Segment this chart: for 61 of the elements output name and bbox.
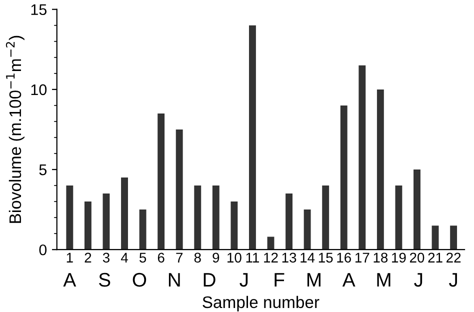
x-tick-label: 1 [66,252,73,262]
text: A [63,273,76,287]
x-tick-label: 16 [337,252,351,263]
y-tick-label: 5 [39,164,47,176]
x-tick-label: 19 [392,252,406,263]
text: O [132,272,146,287]
bar [158,113,165,250]
bar [322,186,330,250]
bar [121,178,128,250]
bar [230,202,238,250]
text: S [98,272,110,287]
x-tick-label: 5 [139,252,146,263]
bar [376,89,384,250]
bar [286,194,293,250]
x-tick-label: 10 [228,252,242,263]
x-tick-label: 22 [446,252,461,262]
x-tick-label: 14 [300,252,315,262]
bar [450,226,458,250]
bar [176,129,183,250]
text: M [307,273,320,287]
bar [139,210,146,250]
y-tick-label: 10 [31,84,47,96]
bar [66,186,74,250]
x-tick-label: 18 [374,252,388,263]
x-tick-label: 21 [428,252,442,262]
x-tick-label: 4 [120,252,128,262]
x-tick-label: 7 [176,252,183,262]
x-tick-label: 11 [246,252,260,262]
x-tick-label: 3 [102,252,110,263]
y-axis-title: Biovolume (m.100$^{−1}$m$^{−2}$) [6,36,24,223]
x-tick-label: 9 [212,252,220,263]
text: A [342,273,356,287]
bar [414,170,420,250]
x-tick-label: 2 [84,252,92,262]
bar [358,65,366,250]
text: D [204,273,216,287]
x-tick-label: 13 [282,252,296,263]
text: M [377,273,390,287]
bar [84,202,92,250]
bar [304,210,311,250]
text: F [274,273,284,287]
x-tick-label: 15 [318,252,333,263]
y-tick-label: 0 [39,244,47,256]
x-axis-title: Sample number [202,296,320,312]
bar [395,186,402,250]
bar [340,105,348,250]
x-tick-label: 6 [158,252,164,263]
x-tick-label: 8 [194,252,201,263]
text: J [448,273,457,287]
text: J [414,273,422,287]
x-tick-label: 20 [410,252,424,263]
bar [212,186,220,250]
x-tick-label: 17 [355,252,370,262]
bar [249,25,256,250]
x-tick-label: 12 [264,252,278,262]
text: N [168,273,180,287]
bar [432,226,439,250]
text: J [240,273,248,287]
y-tick-label: 15 [31,4,47,16]
bar [194,186,202,250]
bar [102,194,110,250]
